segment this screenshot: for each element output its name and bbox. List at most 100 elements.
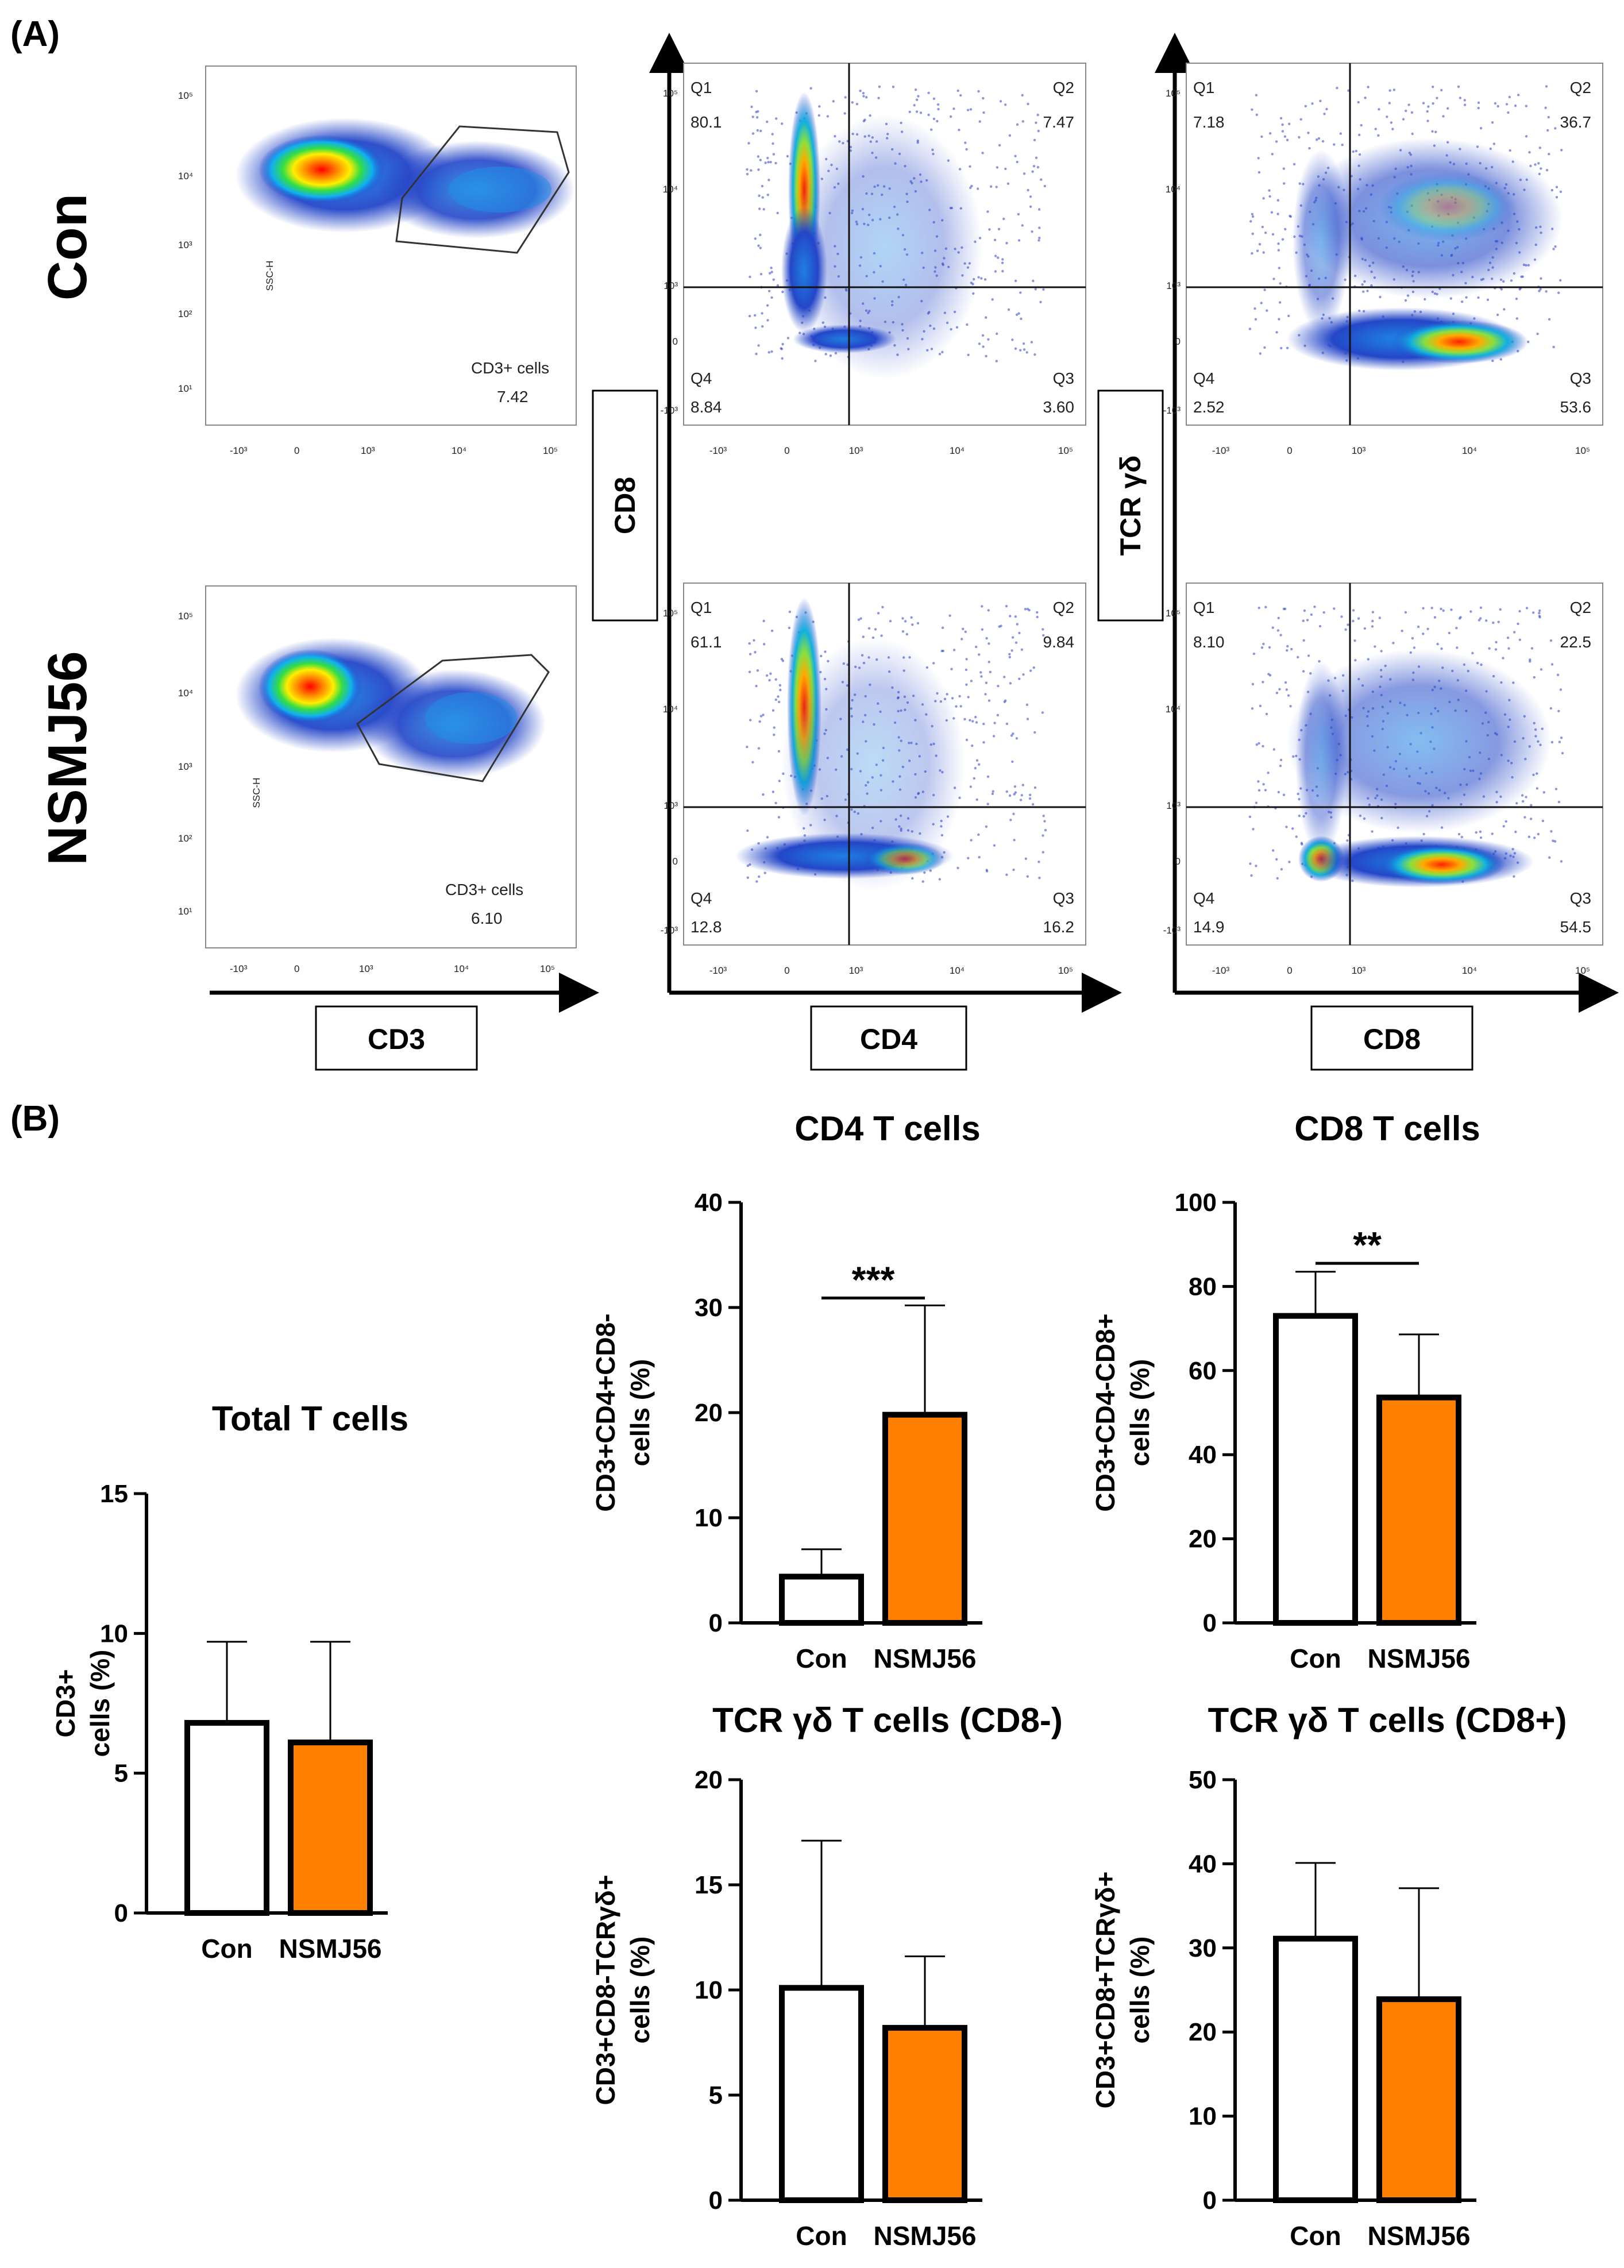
event-dot <box>1366 290 1369 292</box>
event-dot <box>1459 616 1462 619</box>
event-dot <box>910 616 913 619</box>
event-dot <box>1264 789 1267 792</box>
density-cloud <box>236 638 546 778</box>
event-dot <box>1017 213 1020 216</box>
category-label: Con <box>201 1934 252 1964</box>
event-dot <box>1272 748 1275 751</box>
event-dot <box>1033 731 1036 734</box>
event-dot <box>959 705 962 708</box>
event-dot <box>1553 840 1557 843</box>
x-tick: -10³ <box>709 445 727 456</box>
event-dot <box>1268 132 1272 135</box>
event-dot <box>986 775 990 778</box>
event-dot <box>1038 237 1041 240</box>
event-dot <box>991 298 994 301</box>
event-dot <box>755 352 758 356</box>
event-dot <box>1306 619 1309 622</box>
event-dot <box>987 699 991 702</box>
event-dot <box>1391 128 1394 130</box>
event-dot <box>772 790 775 793</box>
event-dot <box>1518 638 1521 641</box>
event-dot <box>1532 611 1535 614</box>
quadrant-plot-tcr-nsmj56: Q1 8.10 Q2 22.5 Q3 54.5 Q4 14.9 10⁵ 10⁴ 10³ 0 -10³ -1… <box>1163 583 1603 976</box>
x-tick: 10⁴ <box>950 445 965 456</box>
event-dot <box>1548 318 1551 321</box>
event-dot <box>1307 654 1310 657</box>
cd8-bottom-axis-label: CD8 <box>1363 1023 1421 1055</box>
event-dot <box>1316 138 1318 141</box>
event-dot <box>913 104 916 107</box>
event-dot <box>1405 109 1407 113</box>
event-dot <box>996 332 998 335</box>
event-dot <box>1460 300 1464 303</box>
event-dot <box>1263 288 1266 291</box>
event-dot <box>1430 607 1433 610</box>
event-dot <box>774 161 777 165</box>
event-dot <box>993 238 997 241</box>
event-dot <box>984 693 987 696</box>
event-dot <box>978 653 981 656</box>
event-dot <box>1557 709 1560 713</box>
event-dot <box>1465 296 1468 299</box>
event-dot <box>1463 99 1466 102</box>
event-dot <box>1001 261 1004 264</box>
event-dot <box>767 161 770 164</box>
x-tick: 10³ <box>849 445 863 456</box>
event-dot <box>1479 836 1483 839</box>
cd3-axis-label: CD3 <box>368 1023 425 1055</box>
quadrant-plot-tcr-con: Q1 7.18 Q2 36.7 Q3 53.6 Q4 2.52 10⁵ 10⁴ 10³ 0 -10³ -1… <box>1163 63 1603 456</box>
event-dot <box>989 185 993 188</box>
y-tick: 10⁵ <box>178 611 193 622</box>
event-dot <box>1533 676 1536 679</box>
event-dot <box>1371 830 1374 833</box>
event-dot <box>1286 346 1289 349</box>
event-dot <box>1026 875 1029 878</box>
chart-title: CD8 T cells <box>1294 1109 1480 1148</box>
event-dot <box>1479 606 1483 610</box>
event-dot <box>762 793 765 796</box>
event-dot <box>999 100 1002 103</box>
quadrant-q3-label: Q3 <box>1570 369 1591 387</box>
event-dot <box>1020 794 1024 797</box>
event-dot <box>1014 347 1017 350</box>
event-dot <box>989 670 992 674</box>
event-dot <box>1352 619 1355 623</box>
x-tick: 0 <box>784 445 789 456</box>
event-dot <box>938 878 942 881</box>
event-dot <box>1262 745 1264 748</box>
cd3-gate <box>356 654 550 782</box>
event-dot <box>778 700 781 704</box>
event-dot <box>869 114 871 117</box>
y-tick: 0 <box>673 336 678 347</box>
event-dot <box>974 767 977 770</box>
y-tick: 10⁴ <box>178 171 193 182</box>
event-dot <box>1032 803 1035 806</box>
event-dot <box>1371 619 1374 623</box>
y-tick-label: 0 <box>709 2186 723 2215</box>
event-dot <box>1555 186 1559 188</box>
event-dot <box>1486 298 1490 301</box>
quadrant-q2-label: Q2 <box>1570 79 1591 97</box>
event-dot <box>1255 113 1258 116</box>
quadrant-q4-label: Q4 <box>691 369 712 387</box>
event-dot <box>759 273 763 276</box>
event-dot <box>1559 688 1563 691</box>
event-dot <box>751 132 755 135</box>
category-label: NSMJ56 <box>1368 2221 1471 2251</box>
event-dot <box>769 672 772 675</box>
event-dot <box>1469 610 1472 613</box>
event-dot <box>1027 102 1029 106</box>
quadrant-q1-value: 8.10 <box>1193 633 1225 651</box>
event-dot <box>1287 694 1290 697</box>
event-dot <box>774 698 778 701</box>
event-dot <box>964 141 967 144</box>
event-dot <box>975 798 978 801</box>
event-dot <box>1255 801 1258 804</box>
y-tick-label: 15 <box>100 1480 128 1508</box>
event-dot <box>746 168 749 171</box>
y-axis-label: SSC-H <box>251 778 262 808</box>
event-dot <box>911 623 914 626</box>
event-dot <box>1019 291 1022 294</box>
event-dot <box>766 194 770 196</box>
event-dot <box>1016 160 1019 164</box>
